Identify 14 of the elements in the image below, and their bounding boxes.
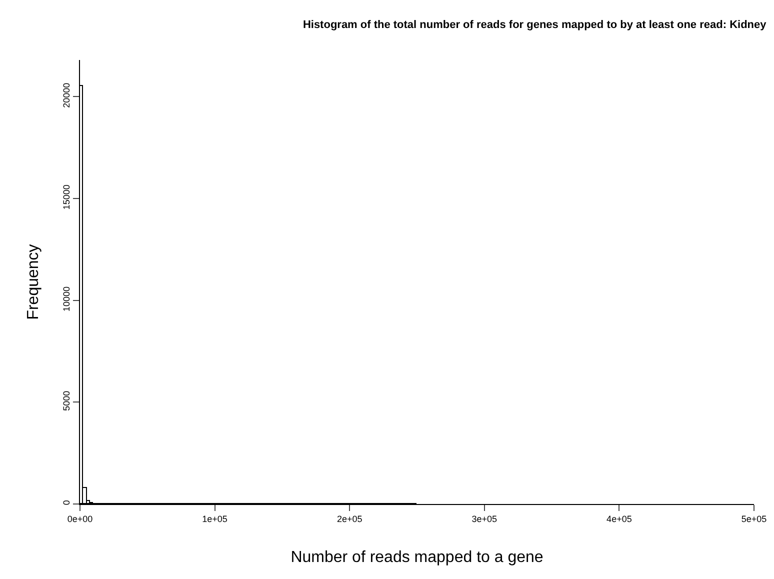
x-tick-label: 2e+05 [336,514,362,524]
x-tick-label: 3e+05 [472,514,498,524]
y-tick-label: 20000 [61,82,72,108]
y-tick-label: 5000 [61,390,72,411]
x-tick-label: 0e+00 [67,514,93,524]
x-tick-label: 4e+05 [606,514,632,524]
x-axis-title: Number of reads mapped to a gene [290,549,544,566]
y-axis-title: Frequency [25,244,42,320]
y-tick-label: 15000 [61,184,72,210]
y-tick-label: 0 [61,500,72,506]
x-tick-label: 5e+05 [741,514,767,524]
chart-title: Histogram of the total number of reads for genes mapped to by at least one read: Kidney [302,18,768,31]
x-tick-label: 1e+05 [202,514,228,524]
y-tick-label: 10000 [61,286,72,312]
